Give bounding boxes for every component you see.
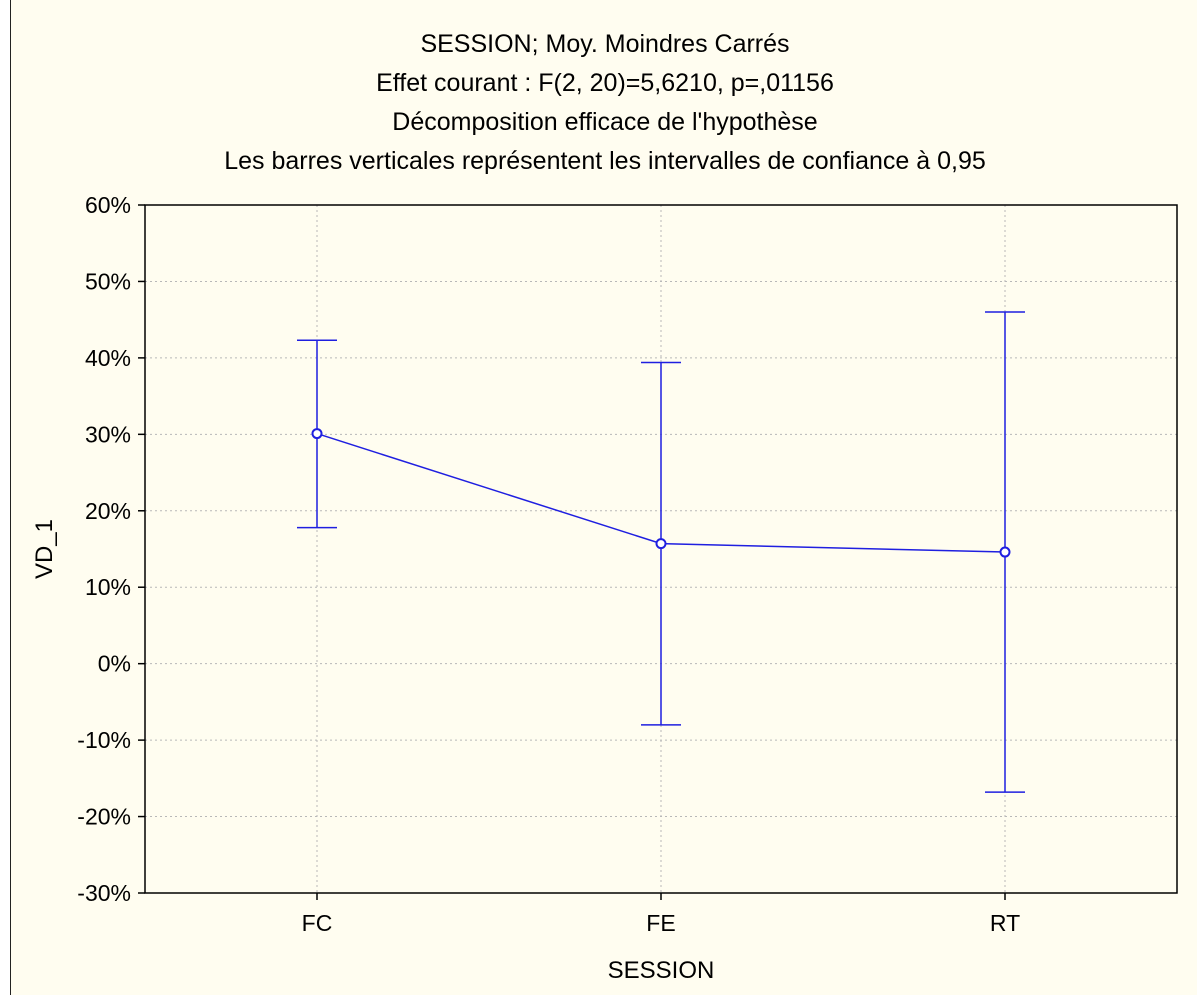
data-points bbox=[311, 428, 1011, 558]
chart-title: SESSION; Moy. Moindres Carrés Effet cour… bbox=[224, 30, 986, 175]
y-tick-label: 50% bbox=[85, 268, 131, 294]
y-tick-label: 60% bbox=[85, 192, 131, 218]
x-axis-ticks: FC FE RT bbox=[302, 893, 1020, 936]
y-tick-label: 40% bbox=[85, 345, 131, 371]
x-tick-label: RT bbox=[990, 910, 1020, 936]
chart-background bbox=[10, 0, 1197, 995]
y-tick-label: -10% bbox=[77, 727, 131, 753]
data-point bbox=[311, 428, 323, 440]
y-tick-label: 10% bbox=[85, 574, 131, 600]
error-bars bbox=[297, 311, 1025, 793]
y-tick-label: -30% bbox=[77, 880, 131, 906]
y-tick-label: 20% bbox=[85, 498, 131, 524]
title-line-1: SESSION; Moy. Moindres Carrés bbox=[420, 30, 789, 58]
title-line-4: Les barres verticales représentent les i… bbox=[224, 147, 986, 175]
y-tick-label: 0% bbox=[98, 651, 131, 677]
data-point bbox=[999, 546, 1011, 558]
x-axis-label: SESSION bbox=[608, 957, 715, 984]
data-point bbox=[655, 538, 667, 550]
x-tick-label: FE bbox=[646, 910, 675, 936]
y-axis-ticks: 60% 50% 40% 30% 20% 10% 0% -10% -20% -30% bbox=[77, 192, 145, 906]
title-line-3: Décomposition efficace de l'hypothèse bbox=[392, 108, 817, 136]
title-line-2: Effet courant : F(2, 20)=5,6210, p=,0115… bbox=[376, 69, 834, 97]
y-tick-label: 30% bbox=[85, 421, 131, 447]
y-axis-label: VD_1 bbox=[31, 519, 58, 579]
x-tick-label: FC bbox=[302, 910, 333, 936]
y-tick-label: -20% bbox=[77, 804, 131, 830]
